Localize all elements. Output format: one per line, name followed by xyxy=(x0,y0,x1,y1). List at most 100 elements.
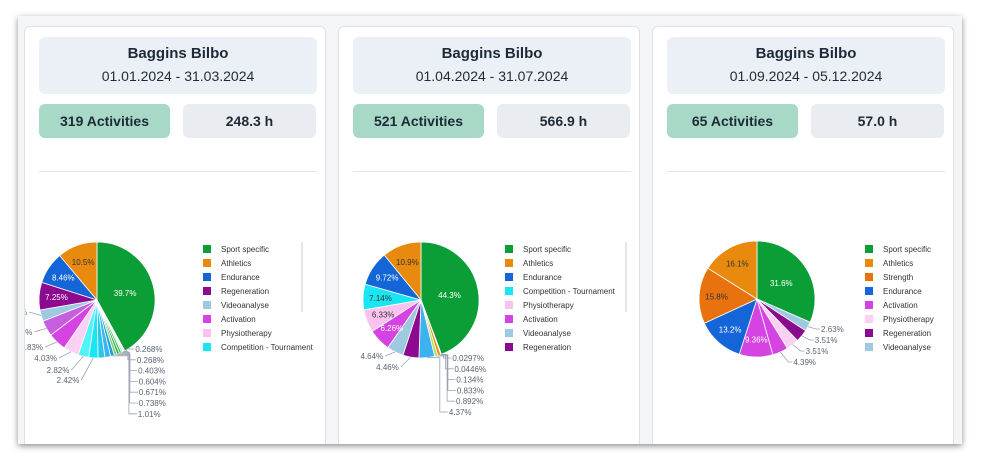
slice-label: 0.268% xyxy=(137,356,164,365)
period-card-2: Baggins Bilbo 01.04.2024 - 31.07.2024 52… xyxy=(338,26,640,444)
athlete-name: Baggins Bilbo xyxy=(127,45,229,62)
slice-label: 0.671% xyxy=(139,388,166,397)
legend-item: Strength xyxy=(883,273,913,282)
legend-swatch xyxy=(505,273,513,281)
legend-swatch xyxy=(865,259,873,267)
legend-swatch xyxy=(865,315,873,323)
hours-total: 566.9 h xyxy=(497,104,630,138)
slice-label: 10.5% xyxy=(72,258,95,267)
slice-label: 0.0297% xyxy=(452,354,484,363)
callout-line xyxy=(807,326,821,330)
legend-swatch xyxy=(865,245,873,253)
slice-label: 8.46% xyxy=(52,273,75,282)
callout-line xyxy=(801,335,814,341)
callout-line xyxy=(780,351,793,363)
legend-swatch xyxy=(203,245,211,253)
dashboard-frame: Baggins Bilbo 01.01.2024 - 31.03.2024 31… xyxy=(18,16,962,444)
legend-swatch xyxy=(505,287,513,295)
legend-item: Activation xyxy=(883,301,918,310)
pie-slice xyxy=(707,240,758,300)
slice-label: 0.833% xyxy=(457,386,484,395)
legend-swatch xyxy=(505,245,513,253)
pie-slice xyxy=(756,240,816,323)
legend-item: Regeneration xyxy=(221,287,269,296)
legend-swatch xyxy=(203,301,211,309)
callout-line xyxy=(400,356,412,368)
legend-item: Endurance xyxy=(221,273,260,282)
athlete-name: Baggins Bilbo xyxy=(755,45,857,62)
legend-item: Regeneration xyxy=(523,343,571,352)
legend-item: Competition - Tournament xyxy=(523,287,616,296)
slice-label: 2.82% xyxy=(47,366,70,375)
slice-label: 4.17% xyxy=(25,328,32,337)
callout-line xyxy=(58,351,72,359)
slice-label: 3% xyxy=(25,308,27,317)
legend-swatch xyxy=(203,287,211,295)
activities-count: 521 Activities xyxy=(353,104,484,138)
slice-label: 3.51% xyxy=(815,336,838,345)
legend-item: Physiotherapy xyxy=(523,301,574,310)
legend-item: Sport specific xyxy=(523,245,571,254)
divider xyxy=(39,171,317,172)
activities-count: 65 Activities xyxy=(667,104,798,138)
slice-label: 4.03% xyxy=(34,354,57,363)
legend-item: Competition - Tournament xyxy=(221,343,314,352)
slice-label: 0.403% xyxy=(138,367,165,376)
slice-label: 31.6% xyxy=(770,279,793,288)
slice-label: 7.25% xyxy=(45,293,68,302)
legend-swatch xyxy=(505,259,513,267)
legend-swatch xyxy=(203,315,211,323)
slice-label: 4.39% xyxy=(793,358,816,367)
slice-label: 9.72% xyxy=(376,274,399,283)
slice-label: 0.892% xyxy=(456,397,483,406)
card-header: Baggins Bilbo 01.04.2024 - 31.07.2024 xyxy=(353,37,631,94)
legend-swatch xyxy=(865,343,873,351)
divider xyxy=(667,171,945,172)
card-header: Baggins Bilbo 01.09.2024 - 05.12.2024 xyxy=(667,37,945,94)
slice-label: 0.738% xyxy=(139,399,166,408)
pie-slice xyxy=(59,241,98,302)
slice-label: 4.64% xyxy=(360,352,383,361)
legend-swatch xyxy=(865,273,873,281)
hours-total: 57.0 h xyxy=(811,104,944,138)
slice-label: 6.26% xyxy=(380,324,403,333)
legend-swatch xyxy=(505,315,513,323)
slice-label: 13.2% xyxy=(719,325,742,334)
callout-line xyxy=(439,354,456,391)
callout-line xyxy=(44,341,58,348)
callout-line xyxy=(792,344,805,352)
callout-line xyxy=(384,351,396,357)
legend-swatch xyxy=(865,329,873,337)
legend-item: Athletics xyxy=(883,259,913,268)
legend-item: Endurance xyxy=(523,273,562,282)
slice-label: 15.8% xyxy=(705,292,728,301)
callout-line xyxy=(436,355,456,402)
legend-swatch xyxy=(203,343,211,351)
callout-line xyxy=(28,311,42,316)
callout-line xyxy=(426,357,448,413)
slice-label: 2.42% xyxy=(57,376,80,385)
legend-item: Regeneration xyxy=(883,329,931,338)
legend-swatch xyxy=(203,259,211,267)
callout-line xyxy=(80,357,94,381)
slice-label: 9.36% xyxy=(745,336,768,345)
date-range: 01.01.2024 - 31.03.2024 xyxy=(101,68,255,84)
slice-label: 0.268% xyxy=(135,345,162,354)
slice-label: 3.51% xyxy=(806,347,829,356)
callout-line xyxy=(34,328,47,333)
callout-line xyxy=(124,348,135,352)
slice-label: 7.14% xyxy=(369,294,392,303)
slice-label: 1.01% xyxy=(138,410,161,419)
legend-item: Activation xyxy=(221,315,256,324)
legend-swatch xyxy=(203,329,211,337)
date-range: 01.04.2024 - 31.07.2024 xyxy=(415,68,569,84)
callout-line xyxy=(112,355,137,415)
slice-label: 4.46% xyxy=(376,363,399,372)
legend-item: Sport specific xyxy=(883,245,931,254)
legend-item: Endurance xyxy=(883,287,922,296)
slice-label: 0.604% xyxy=(139,377,166,386)
legend-item: Athletics xyxy=(221,259,251,268)
legend-item: Physiotherapy xyxy=(883,315,934,324)
activity-pie-chart: 39.7%7.25%8.46%10.5%0.268%0.268%0.403%0.… xyxy=(25,241,314,419)
slice-label: 39.7% xyxy=(114,289,137,298)
